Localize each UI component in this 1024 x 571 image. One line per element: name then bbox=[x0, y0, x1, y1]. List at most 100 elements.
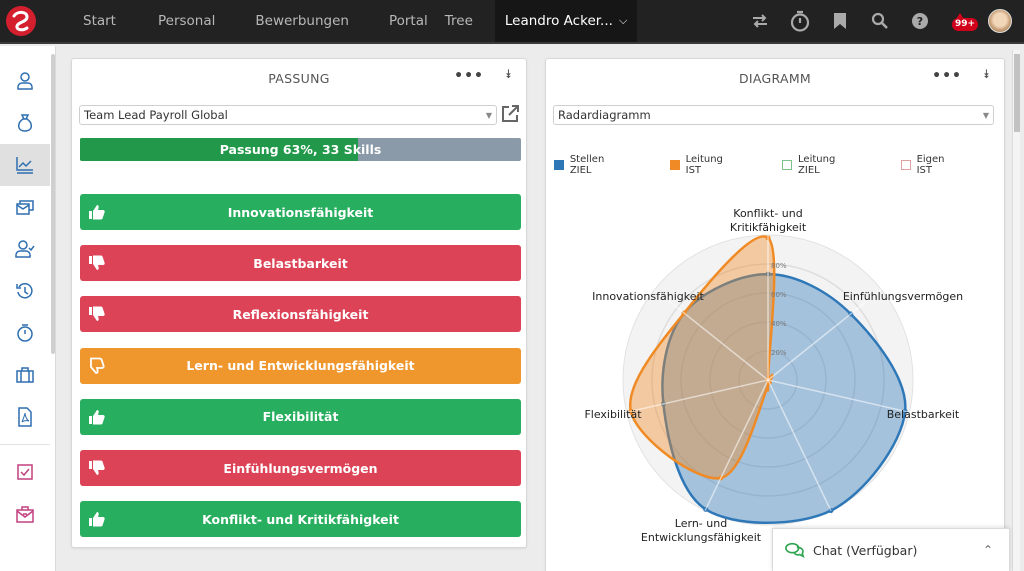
collapse-icon[interactable]: ⯯ bbox=[982, 67, 990, 81]
radar-data-point[interactable] bbox=[828, 508, 834, 514]
legend-label: Eigen IST bbox=[916, 154, 945, 176]
radar-series-area[interactable] bbox=[661, 272, 907, 525]
sidebar-item-inbox[interactable] bbox=[0, 186, 50, 228]
sidebar-divider bbox=[0, 444, 50, 445]
page-scrollbar[interactable] bbox=[1012, 50, 1020, 571]
nav-tree[interactable]: Tree bbox=[444, 13, 473, 29]
nav-portal[interactable]: Portal bbox=[388, 13, 428, 29]
user-name: Leandro Acker... bbox=[504, 13, 613, 29]
radar-ring-label: 60% bbox=[771, 291, 787, 299]
more-options-icon[interactable]: ••• bbox=[932, 68, 962, 84]
person-check-icon bbox=[15, 240, 35, 258]
thumbs-down-icon bbox=[88, 305, 106, 323]
thumbs-up-icon bbox=[88, 408, 106, 426]
fit-progress-bar: Passung 63%, 33 Skills bbox=[80, 138, 521, 161]
skill-item[interactable]: Reflexionsfähigkeit bbox=[80, 296, 521, 333]
chart-icon bbox=[16, 157, 33, 174]
radar-ring-label: 80% bbox=[771, 262, 787, 270]
legend-label: Leitung ZIEL bbox=[798, 154, 836, 176]
skill-item[interactable]: Konflikt- und Kritikfähigkeit bbox=[80, 501, 521, 538]
radar-spoke bbox=[704, 379, 769, 511]
pdf-file-icon bbox=[18, 407, 32, 427]
skill-item[interactable]: Flexibilität bbox=[80, 398, 521, 435]
skill-item[interactable]: Einfühlungsvermögen bbox=[80, 450, 521, 486]
position-select-value: Team Lead Payroll Global bbox=[84, 108, 228, 122]
stopwatch-icon bbox=[17, 324, 33, 342]
money-bag-icon bbox=[18, 114, 32, 132]
skill-label: Belastbarkeit bbox=[253, 255, 348, 271]
sidebar-item-checkbox[interactable] bbox=[0, 451, 50, 493]
radar-axis-label: Lern- und bbox=[675, 517, 727, 530]
thumbs-down-icon bbox=[88, 459, 106, 477]
legend-item[interactable]: Leitung ZIEL bbox=[782, 154, 859, 176]
more-options-icon[interactable]: ••• bbox=[454, 68, 484, 84]
notification-badge: 99+ bbox=[952, 18, 979, 31]
app-logo-icon[interactable] bbox=[5, 5, 37, 37]
skill-item[interactable]: Lern- und Entwicklungsfähigkeit bbox=[80, 347, 521, 384]
person-icon bbox=[17, 72, 33, 90]
chat-label: Chat (Verfügbar) bbox=[813, 542, 918, 558]
skill-label: Flexibilität bbox=[262, 409, 339, 425]
radar-spoke bbox=[767, 289, 882, 381]
chart-type-select[interactable]: Radardiagramm ▼ bbox=[553, 105, 994, 125]
panel-title: PASSUNG bbox=[268, 71, 330, 86]
radar-axis-label: Konflikt- und bbox=[733, 207, 802, 220]
chat-widget[interactable]: Chat (Verfügbar) ⌃ bbox=[772, 528, 1010, 571]
skill-label: Einfühlungsvermögen bbox=[223, 460, 378, 476]
fit-progress-fill bbox=[80, 138, 358, 161]
skill-label: Innovationsfähigkeit bbox=[227, 204, 374, 220]
switch-icon[interactable] bbox=[740, 0, 780, 43]
skill-item[interactable]: Innovationsfähigkeit bbox=[80, 194, 521, 230]
sidebar-scrollbar[interactable] bbox=[51, 54, 55, 354]
thumbs-up-icon bbox=[88, 510, 106, 528]
scrollbar-thumb[interactable] bbox=[1014, 54, 1020, 132]
help-icon[interactable]: ? bbox=[900, 0, 940, 43]
radar-spoke bbox=[767, 379, 832, 511]
position-select[interactable]: Team Lead Payroll Global ▼ bbox=[79, 105, 497, 125]
sidebar-item-pdf[interactable] bbox=[0, 396, 50, 438]
radar-axis-label: Einfühlungsvermögen bbox=[843, 290, 963, 303]
skill-item[interactable]: Belastbarkeit bbox=[80, 245, 521, 282]
collapse-icon[interactable]: ⯯ bbox=[504, 67, 512, 81]
legend-swatch bbox=[900, 160, 911, 170]
radar-axis-label: Flexibilität bbox=[584, 408, 642, 421]
radar-ring-label: 20% bbox=[771, 349, 787, 357]
bookmark-icon[interactable] bbox=[820, 0, 860, 43]
nav-bewerbungen[interactable]: Bewerbungen bbox=[255, 13, 349, 29]
top-navbar: Start Personal Bewerbungen Portal Tree L… bbox=[0, 0, 1024, 44]
thumbs-down-outline-icon bbox=[88, 357, 106, 375]
radar-axis-label: Entwicklungsfähigkeit bbox=[641, 531, 762, 544]
sidebar-item-chart[interactable] bbox=[0, 144, 50, 186]
legend-item[interactable]: Stellen ZIEL bbox=[554, 154, 628, 176]
external-link-icon[interactable] bbox=[500, 104, 520, 124]
stopwatch-icon[interactable] bbox=[780, 0, 820, 43]
sidebar-item-person[interactable] bbox=[0, 60, 50, 102]
chevron-up-icon[interactable]: ⌃ bbox=[982, 543, 993, 557]
thumbs-down-icon bbox=[88, 254, 106, 272]
legend-item[interactable]: Leitung IST bbox=[669, 154, 740, 176]
fit-panel: PASSUNG ••• ⯯ Team Lead Payroll Global ▼… bbox=[71, 58, 527, 548]
chat-bubbles-icon bbox=[785, 542, 805, 558]
skill-label: Lern- und Entwicklungsfähigkeit bbox=[186, 358, 415, 374]
avatar bbox=[988, 9, 1012, 33]
legend-item[interactable]: Eigen IST bbox=[900, 154, 962, 176]
chart-panel: DIAGRAMM ••• ⯯ Radardiagramm ▼ Stellen Z… bbox=[545, 58, 1005, 571]
notification-icon[interactable]: 99+ bbox=[940, 0, 980, 43]
sidebar-item-mail-briefcase[interactable] bbox=[0, 493, 50, 535]
search-icon[interactable] bbox=[860, 0, 900, 43]
svg-text:?: ? bbox=[917, 15, 923, 28]
sidebar-item-history[interactable] bbox=[0, 270, 50, 312]
sidebar-item-briefcase[interactable] bbox=[0, 354, 50, 396]
chevron-down-icon: ⌵ bbox=[618, 14, 628, 27]
nav-personal[interactable]: Personal bbox=[157, 13, 216, 29]
legend-swatch bbox=[554, 160, 564, 170]
nav-start[interactable]: Start bbox=[83, 13, 116, 29]
sidebar-item-money[interactable] bbox=[0, 102, 50, 144]
user-menu[interactable]: Leandro Acker... ⌵ bbox=[494, 0, 638, 42]
sidebar-item-person-check[interactable] bbox=[0, 228, 50, 270]
radar-spoke bbox=[626, 379, 769, 413]
sidebar-item-stopwatch[interactable] bbox=[0, 312, 50, 354]
legend-label: Leitung IST bbox=[685, 154, 723, 176]
checkbox-icon bbox=[17, 464, 33, 480]
avatar-button[interactable] bbox=[980, 0, 1020, 43]
